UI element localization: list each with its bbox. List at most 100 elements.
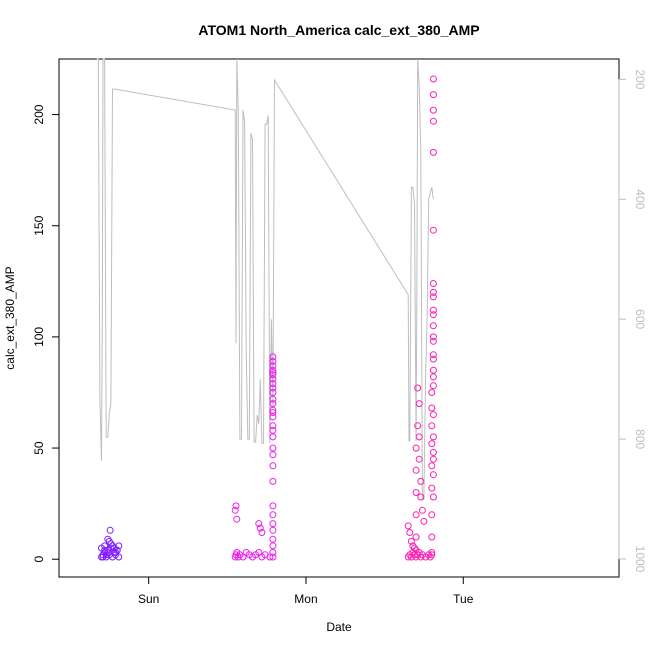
data-point — [269, 369, 277, 376]
data-point — [255, 520, 263, 528]
data-point — [269, 375, 277, 383]
data-point — [428, 440, 436, 448]
data-point — [106, 526, 114, 534]
data-point — [406, 529, 414, 536]
data-point — [429, 433, 437, 441]
data-point — [429, 306, 437, 314]
data-point — [269, 406, 277, 414]
data-point — [269, 366, 277, 374]
chart-title: ATOM1 North_America calc_ext_380_AMP — [198, 22, 479, 38]
data-point — [104, 535, 112, 543]
x-tick-label: Sun — [138, 592, 159, 606]
data-point — [417, 553, 425, 561]
data-point — [415, 400, 423, 408]
series-line — [96, 58, 434, 500]
data-point — [429, 280, 437, 287]
y-tick-label: 150 — [32, 215, 46, 235]
data-point — [269, 502, 277, 510]
y2-tick-label: 600 — [633, 309, 647, 329]
data-point — [233, 515, 241, 523]
data-point — [239, 553, 247, 561]
data-point — [412, 511, 420, 519]
data-point — [232, 502, 240, 510]
data-point — [412, 444, 420, 452]
data-point — [269, 395, 277, 403]
data-point — [269, 553, 277, 561]
data-point — [429, 106, 437, 114]
data-point — [269, 353, 277, 361]
y-tick-label: 0 — [32, 556, 46, 563]
data-point — [429, 366, 437, 374]
data-point — [404, 553, 412, 561]
data-point — [101, 546, 109, 554]
data-point — [112, 549, 120, 556]
data-point — [429, 75, 437, 83]
data-point — [269, 444, 277, 452]
data-point — [420, 517, 428, 525]
data-point — [429, 91, 437, 99]
data-point — [269, 451, 277, 459]
y2-tick-label: 800 — [633, 429, 647, 449]
x-axis: Sun Mon Tue — [138, 576, 474, 606]
data-point — [269, 384, 277, 392]
data-point — [429, 288, 437, 296]
data-point — [429, 355, 437, 363]
data-point — [428, 389, 436, 396]
data-point — [429, 337, 437, 345]
y2-tick-label: 200 — [633, 69, 647, 89]
data-point — [429, 293, 437, 301]
data-point — [428, 404, 436, 412]
data-point — [429, 226, 437, 234]
data-point — [429, 311, 437, 319]
data-point — [234, 553, 242, 561]
data-point — [429, 449, 437, 456]
data-point — [428, 484, 436, 492]
data-point — [429, 471, 437, 479]
data-point — [429, 493, 437, 501]
data-point — [269, 433, 277, 441]
data-point — [269, 362, 277, 370]
data-point — [429, 382, 437, 390]
data-point — [415, 455, 423, 463]
plot-frame — [58, 58, 620, 578]
data-point — [269, 535, 277, 543]
data-point — [414, 384, 422, 392]
data-point — [429, 351, 437, 359]
data-point — [414, 422, 422, 430]
data-point — [415, 433, 423, 441]
data-point — [417, 477, 425, 485]
data-point — [428, 422, 436, 430]
data-point — [269, 549, 277, 556]
data-point — [429, 322, 437, 330]
data-point — [115, 553, 123, 561]
data-point — [269, 426, 277, 434]
data-point — [428, 533, 436, 541]
data-point — [269, 542, 277, 550]
data-point — [101, 542, 109, 550]
data-point — [412, 489, 420, 496]
data-point — [256, 524, 264, 532]
data-point — [258, 529, 266, 536]
x-tick-label: Tue — [453, 592, 474, 606]
y2-tick-label: 1000 — [633, 546, 647, 573]
data-point — [269, 413, 277, 421]
x-tick-label: Mon — [294, 592, 317, 606]
data-point — [269, 422, 277, 430]
y-axis: 0 50 100 150 200 — [32, 104, 60, 563]
data-point — [429, 455, 437, 463]
data-point — [428, 549, 436, 556]
data-point — [412, 546, 420, 554]
data-point — [417, 493, 425, 501]
data-point — [429, 333, 437, 341]
points-layer — [98, 75, 437, 561]
data-point — [429, 117, 437, 125]
data-point — [269, 409, 277, 416]
data-point — [269, 357, 277, 365]
data-point — [269, 477, 277, 485]
data-point — [269, 520, 277, 528]
data-point — [428, 511, 436, 519]
y-axis-label: calc_ext_380_AMP — [3, 266, 17, 369]
data-point — [429, 373, 437, 381]
y2-axis: 200 400 600 800 1000 — [618, 69, 647, 573]
